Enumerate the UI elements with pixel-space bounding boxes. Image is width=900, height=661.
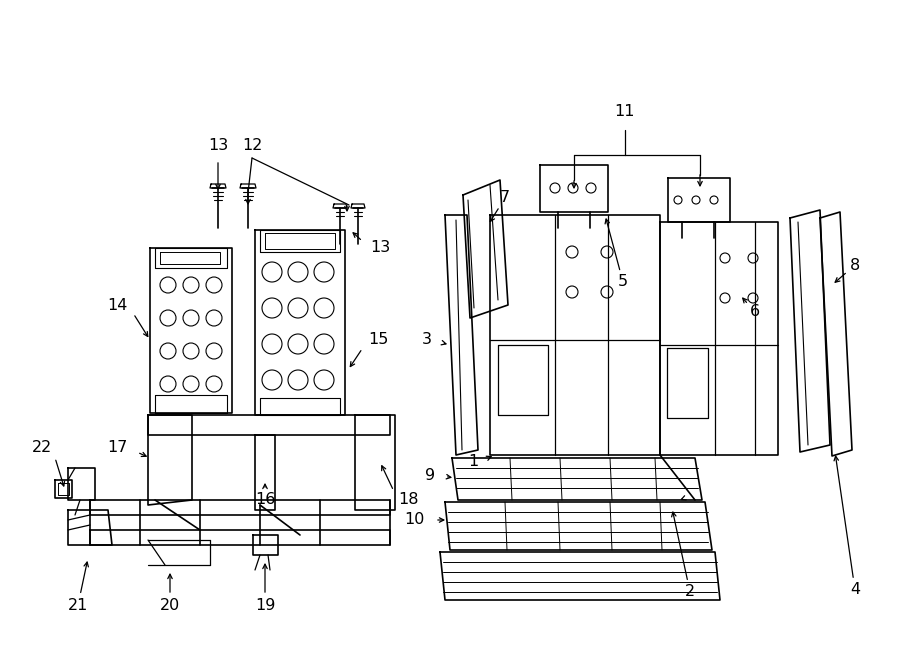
Text: 8: 8 [850, 258, 860, 272]
Text: 1: 1 [468, 455, 478, 469]
Text: 18: 18 [398, 492, 418, 508]
Text: 15: 15 [368, 332, 389, 348]
Text: 2: 2 [685, 584, 695, 600]
Text: 3: 3 [422, 332, 432, 348]
Text: 5: 5 [618, 274, 628, 290]
Text: 11: 11 [615, 104, 635, 120]
Text: 19: 19 [255, 598, 275, 613]
Text: 7: 7 [500, 190, 510, 206]
Text: 22: 22 [32, 440, 52, 455]
Text: 6: 6 [750, 305, 760, 319]
Text: 12: 12 [242, 137, 262, 153]
Text: 10: 10 [405, 512, 425, 527]
Text: 4: 4 [850, 582, 860, 598]
Text: 21: 21 [68, 598, 88, 613]
Text: 14: 14 [108, 297, 128, 313]
Text: 13: 13 [370, 241, 391, 256]
Text: 13: 13 [208, 137, 228, 153]
Text: 16: 16 [255, 492, 275, 508]
Text: 20: 20 [160, 598, 180, 613]
Text: 17: 17 [108, 440, 128, 455]
Text: 9: 9 [425, 467, 435, 483]
